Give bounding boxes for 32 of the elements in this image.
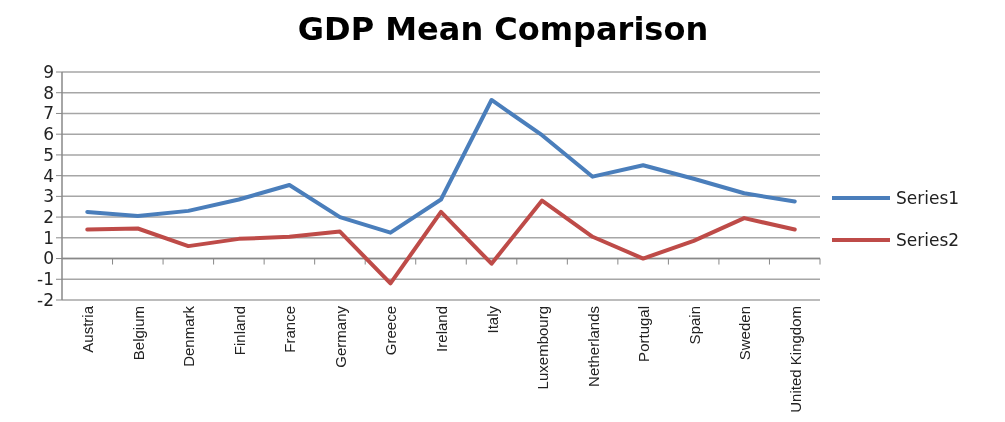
x-tick-label: Netherlands <box>584 306 602 387</box>
chart-title: GDP Mean Comparison <box>297 10 709 48</box>
y-tick-label: 5 <box>43 144 54 165</box>
x-tick-label: Finland <box>230 306 248 356</box>
x-tick-label: France <box>281 306 299 353</box>
x-tick-label: Luxembourg <box>534 306 552 390</box>
y-tick-label: 2 <box>43 207 54 228</box>
y-tick-label: 7 <box>43 103 54 124</box>
y-tick-label: 9 <box>43 61 54 82</box>
legend-label: Series1 <box>896 187 960 208</box>
line-series <box>85 198 797 286</box>
x-tick-label: Ireland <box>433 306 450 352</box>
x-tick-label: Sweden <box>736 306 754 361</box>
x-tick-label: Germany <box>331 305 349 368</box>
x-tick-label: Belgium <box>129 306 147 361</box>
y-tick-label: 0 <box>43 248 54 269</box>
x-tick-label: Italy <box>483 305 501 334</box>
line-series <box>85 97 797 235</box>
y-tick-label: 8 <box>43 82 54 103</box>
x-tick-label: Spain <box>685 306 703 345</box>
y-tick-label: 4 <box>43 165 54 186</box>
x-tick-label: Austria <box>79 305 97 353</box>
x-tick-label: Greece <box>382 306 400 356</box>
x-tick-label: Portugal <box>635 306 653 362</box>
y-tick-label: 3 <box>43 186 54 207</box>
y-tick-label: -1 <box>37 269 54 290</box>
legend-label: Series2 <box>896 229 960 250</box>
y-tick-label: 1 <box>43 227 54 248</box>
x-tick-label: Denmark <box>180 305 198 367</box>
x-tick-label: United Kingdom <box>786 306 804 413</box>
y-tick-label: 6 <box>43 124 54 145</box>
y-tick-label: -2 <box>37 289 54 310</box>
